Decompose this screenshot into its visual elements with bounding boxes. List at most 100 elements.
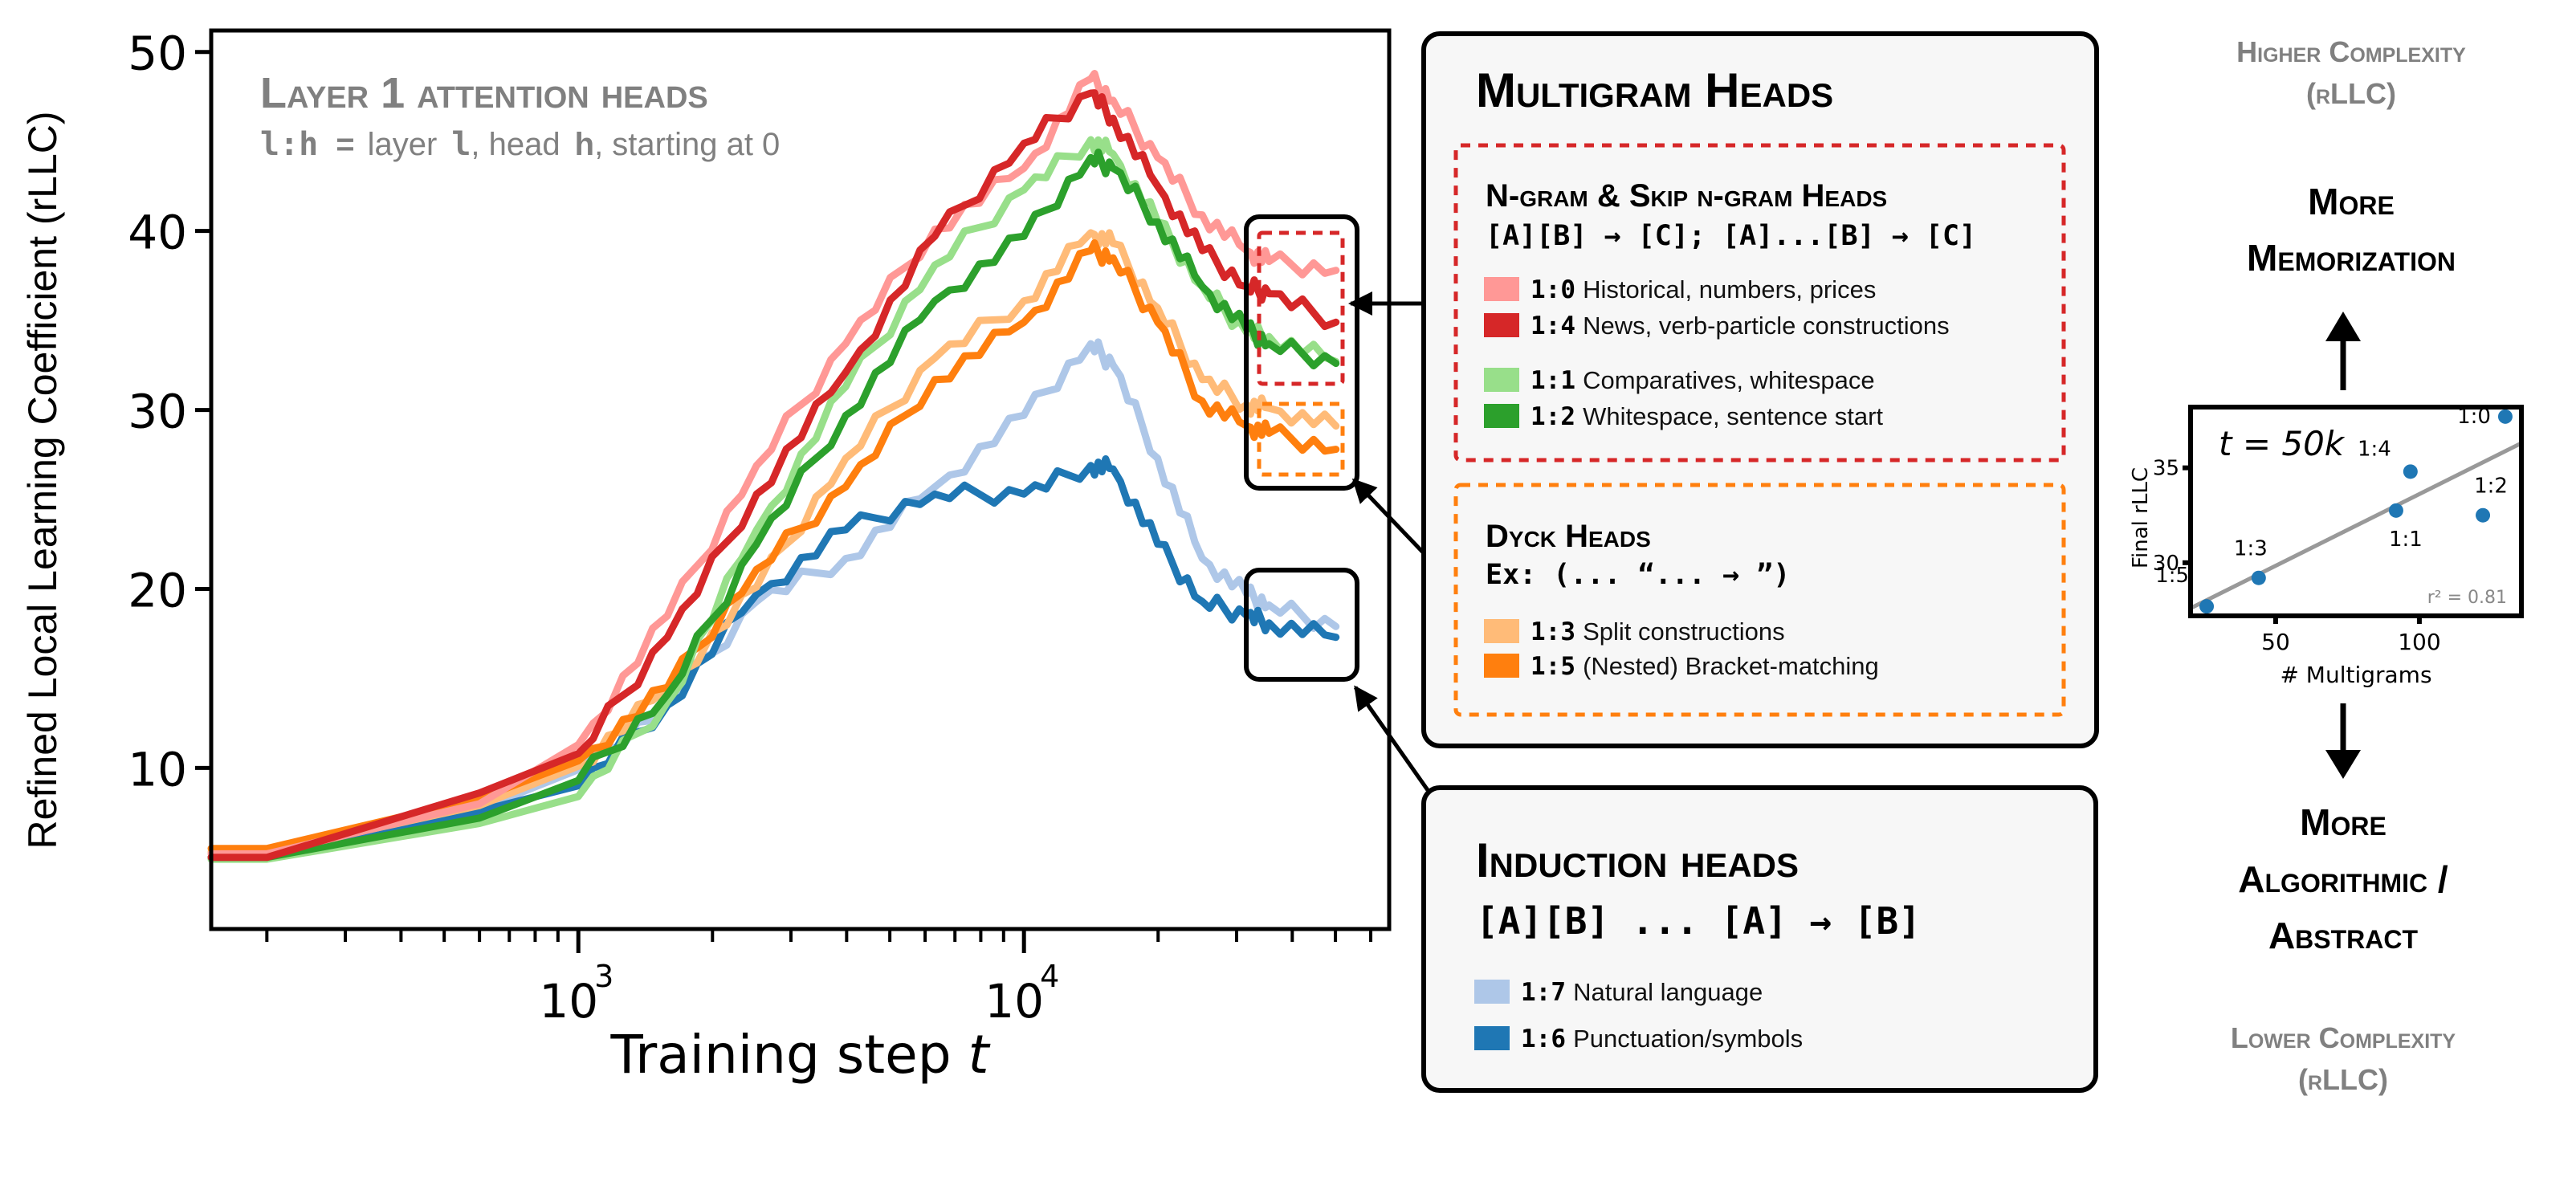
series-line-1-4 [207, 89, 1340, 862]
multigram-panel-box [1421, 31, 2099, 748]
scatter-point-label: 1:1 [2389, 528, 2423, 552]
scatter-point [2476, 507, 2491, 523]
scatter-point [2497, 409, 2513, 424]
plot-frame [209, 28, 1392, 931]
scatter-frame [2188, 405, 2524, 618]
series-line-1-7 [207, 338, 1340, 862]
legend-swatch [1474, 1026, 1510, 1050]
y-tick-label: 30 [128, 385, 187, 439]
lower-complexity-label: Lower Complexity [2231, 1021, 2456, 1054]
more-memorization-line1: More [2308, 181, 2395, 222]
multigram-panel: Multigram Heads N-gram & Skip n-gram Hea… [1421, 31, 2099, 748]
multigram-title: Multigram Heads [1476, 63, 1833, 117]
scatter-marks: 1:51:3 1:11:41:21:0 [2155, 405, 2523, 614]
scatter-y-label: Final rLLC [2129, 467, 2153, 568]
legend-swatch [1484, 277, 1519, 301]
legend-code: 1:1 [1531, 366, 1575, 395]
dyck-group-title: Dyck Heads [1486, 519, 1651, 554]
y-tick-label: 50 [128, 26, 187, 81]
scatter-title: t = 50k [2219, 424, 2346, 463]
scatter-point-label: 1:2 [2474, 475, 2508, 499]
arrow-up-icon [2325, 312, 2361, 390]
scatter-point-label: 1:4 [2358, 437, 2391, 461]
legend-label: Historical, numbers, prices [1583, 275, 1876, 304]
scatter-axes: 50 100 30 35 [2153, 457, 2441, 655]
induction-title: Induction heads [1476, 833, 1799, 887]
legend-swatch [1484, 313, 1519, 337]
series-line-1-5 [207, 239, 1340, 853]
regression-line [2189, 441, 2523, 610]
scatter-x-tick-label: 50 [2261, 629, 2290, 655]
higher-complexity-label: Higher Complexity [2236, 35, 2466, 68]
y-axis: 10 20 30 40 50 [128, 26, 211, 797]
legend-label: Whitespace, sentence start [1583, 402, 1883, 430]
scatter-y-tick-label: 35 [2153, 457, 2179, 481]
induction-panel-box [1421, 785, 2098, 1093]
lower-complexity-unit: (rLLC) [2298, 1063, 2388, 1096]
scatter-point [2388, 503, 2403, 518]
legend-label: Split constructions [1583, 617, 1785, 646]
scatter-point [2403, 464, 2418, 479]
dyck-dashed-box [1257, 401, 1345, 477]
legend-label: (Nested) Bracket-matching [1583, 652, 1879, 680]
arrow-down-icon [2325, 703, 2361, 779]
induction-highlight-box [1244, 568, 1359, 682]
legend-label: News, verb-particle constructions [1583, 312, 1950, 340]
legend-code: 1:4 [1531, 312, 1575, 340]
ngram-dashed-box [1257, 230, 1345, 386]
dyck-legend: 1:3 Split constructions 1:5 (Nested) Bracke… [1484, 617, 1879, 681]
scatter-point-label: 1:3 [2234, 537, 2268, 561]
more-memorization-line2: Memorization [2247, 237, 2456, 279]
y-axis-label: Refined Local Learning Coefficient (rLLC… [20, 111, 65, 849]
legend-code: 1:2 [1531, 402, 1575, 431]
legend-label: Comparatives, whitespace [1583, 366, 1875, 394]
x-axis-label: Training step t [609, 1024, 990, 1086]
higher-complexity-unit: (rLLC) [2306, 77, 2396, 110]
y-tick-label: 10 [128, 742, 187, 797]
scatter-point [2199, 599, 2215, 614]
plot-subtitle: l:h = layer l, head h, starting at 0 [260, 126, 780, 163]
scatter-x-label: # Multigrams [2280, 662, 2431, 688]
more-algorithmic-line1: More [2300, 801, 2386, 843]
dyck-pattern: Ex: (... “... → ”) [1486, 559, 1790, 591]
scatter-point-label: 1:5 [2155, 564, 2189, 588]
scatter-x-tick-label: 100 [2398, 629, 2440, 655]
scatter-point [2251, 570, 2266, 585]
x-axis: 103 104 [265, 929, 1373, 1029]
legend-code: 1:7 [1521, 978, 1566, 1007]
legend-code: 1:5 [1531, 652, 1575, 681]
x-tick-label: 10 [984, 974, 1044, 1029]
legend-swatch [1484, 654, 1519, 678]
ngram-legend: 1:0 Historical, numbers, prices 1:4 News, v… [1484, 275, 1950, 431]
series-line-1-0 [207, 70, 1340, 858]
legend-swatch [1474, 980, 1510, 1004]
series-group [207, 70, 1340, 863]
series-line-1-2 [207, 149, 1340, 862]
more-algorithmic-line3: Abstract [2268, 915, 2419, 956]
legend-code: 1:6 [1521, 1025, 1566, 1053]
series-line-1-6 [207, 455, 1340, 862]
series-line-1-1 [207, 136, 1340, 863]
more-algorithmic-line2: Algorithmic / [2238, 858, 2448, 900]
legend-code: 1:3 [1531, 617, 1575, 646]
x-tick-exponent: 3 [594, 959, 613, 994]
legend-label: Natural language [1573, 978, 1763, 1006]
y-tick-label: 20 [128, 563, 187, 617]
legend-swatch [1484, 619, 1519, 643]
arrow-induction [1353, 685, 1430, 792]
x-tick-exponent: 4 [1040, 959, 1059, 994]
induction-panel: Induction heads [A][B] ... [A] → [B] 1:7… [1421, 785, 2098, 1093]
induction-pattern: [A][B] ... [A] → [B] [1476, 899, 1921, 943]
multigram-highlight-box [1244, 214, 1359, 491]
r-squared-annotation: r² = 0.81 [2427, 588, 2507, 608]
legend-swatch [1484, 368, 1519, 392]
legend-label: Punctuation/symbols [1573, 1025, 1803, 1053]
scatter-y-tick-label: 30 [2153, 552, 2179, 576]
dyck-group-box [1453, 483, 2066, 717]
legend-code: 1:0 [1531, 275, 1575, 304]
ngram-group-title: N-gram & Skip n-gram Heads [1486, 178, 1887, 214]
